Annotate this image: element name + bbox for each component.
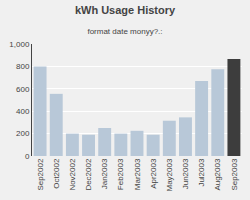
svg-text:800: 800	[16, 62, 30, 71]
svg-text:May2003: May2003	[165, 158, 174, 191]
svg-text:Apr2003: Apr2003	[149, 158, 158, 189]
svg-text:format date monyy?.:: format date monyy?.:	[87, 27, 162, 36]
svg-text:600: 600	[16, 85, 30, 94]
svg-text:Mar2003: Mar2003	[133, 158, 142, 190]
svg-text:Dec2002: Dec2002	[84, 158, 93, 191]
svg-text:Sep2003: Sep2003	[230, 158, 239, 191]
svg-text:200: 200	[16, 129, 30, 138]
svg-text:kWh Usage History: kWh Usage History	[75, 4, 176, 16]
svg-text:Aug2003: Aug2003	[213, 158, 222, 191]
svg-text:Jun2003: Jun2003	[181, 158, 190, 189]
svg-text:0: 0	[25, 152, 30, 161]
svg-text:Oct2002: Oct2002	[52, 158, 61, 189]
svg-text:1,000: 1,000	[9, 40, 30, 49]
svg-text:Nov2002: Nov2002	[68, 158, 77, 191]
svg-text:400: 400	[16, 107, 30, 116]
svg-text:Feb2003: Feb2003	[116, 158, 125, 190]
svg-text:Sep2002: Sep2002	[36, 158, 45, 191]
svg-text:Jan2003: Jan2003	[100, 158, 109, 189]
svg-text:Jul2003: Jul2003	[197, 158, 206, 187]
